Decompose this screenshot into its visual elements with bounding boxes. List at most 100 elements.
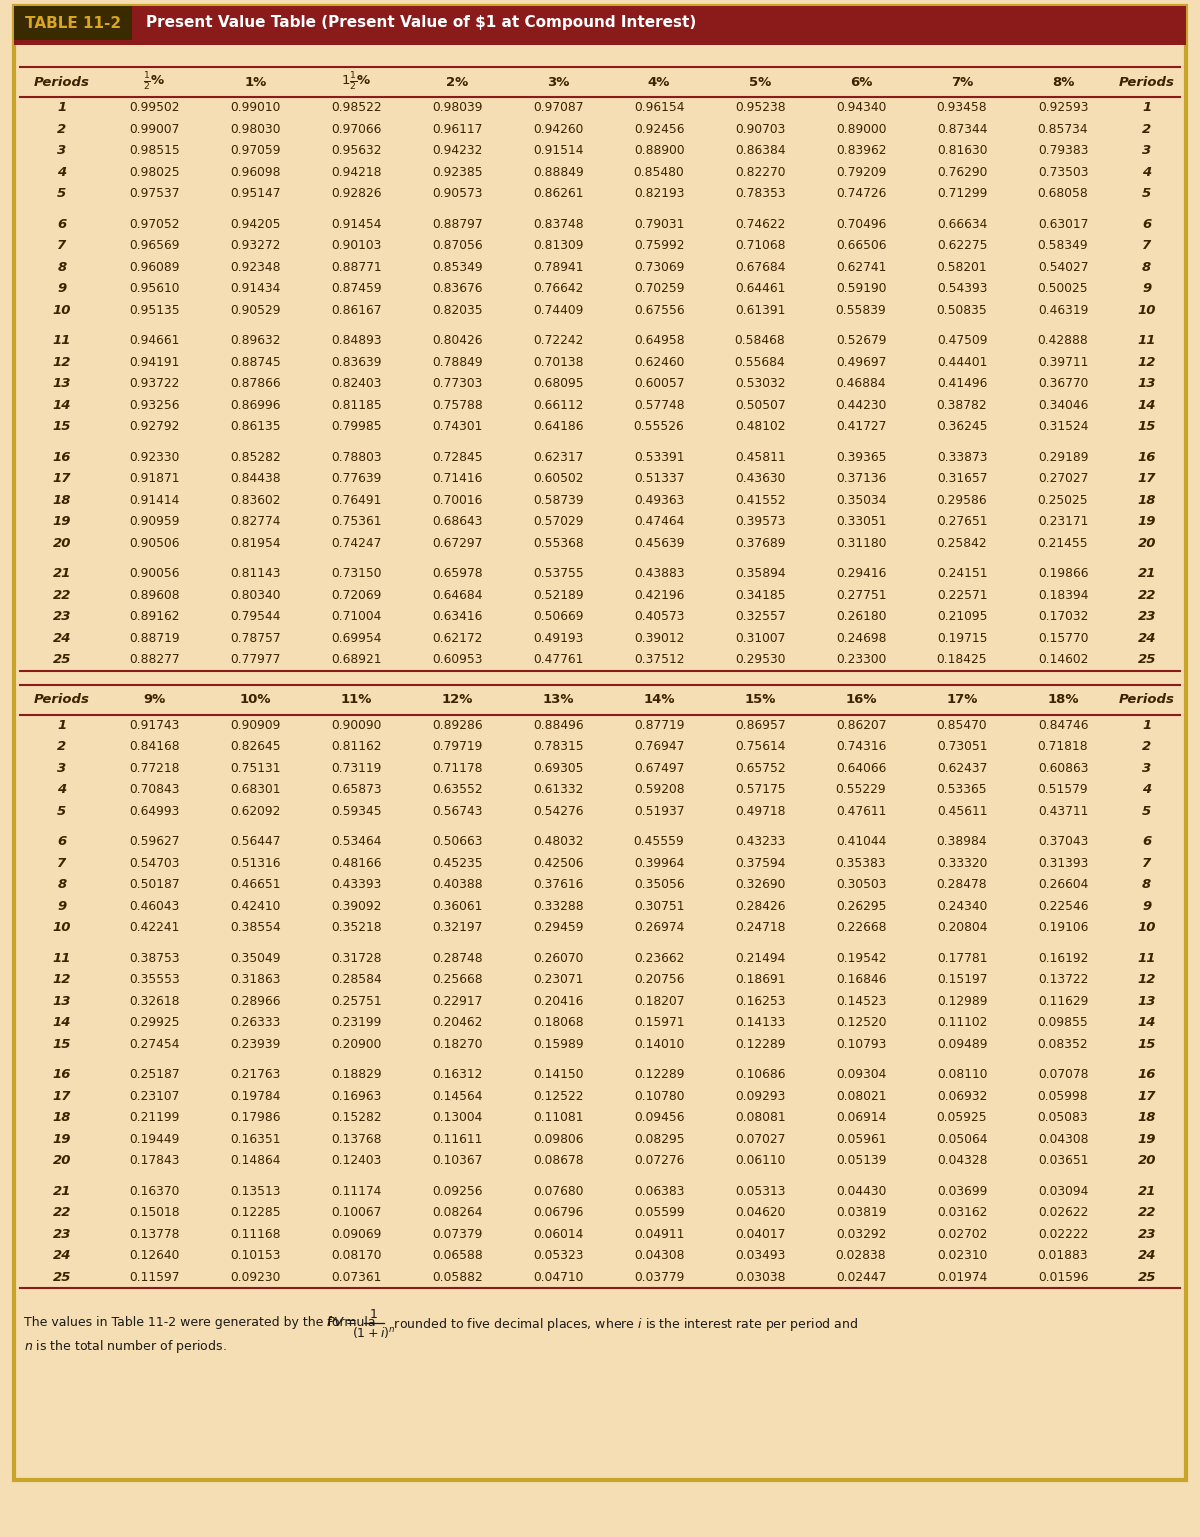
Text: 2: 2 [1142, 741, 1151, 753]
Text: 0.88496: 0.88496 [533, 719, 583, 732]
Text: 0.90056: 0.90056 [128, 567, 180, 581]
Text: $1\frac{1}{2}$%: $1\frac{1}{2}$% [341, 71, 372, 94]
Text: 13: 13 [1138, 377, 1156, 390]
Text: 0.97087: 0.97087 [533, 101, 583, 114]
Text: 0.65978: 0.65978 [432, 567, 482, 581]
Text: 0.20462: 0.20462 [432, 1016, 482, 1030]
Text: 0.05083: 0.05083 [1038, 1111, 1088, 1124]
Text: 4: 4 [1142, 784, 1151, 796]
Text: 0.43233: 0.43233 [734, 835, 785, 848]
Text: 0.90506: 0.90506 [128, 536, 180, 550]
Text: 0.22668: 0.22668 [836, 921, 887, 934]
Text: 0.85349: 0.85349 [432, 261, 482, 274]
Text: 17: 17 [53, 472, 71, 486]
Text: 13%: 13% [542, 693, 574, 705]
Text: 0.18207: 0.18207 [634, 994, 684, 1008]
Text: 24: 24 [53, 1250, 71, 1262]
Text: 0.54703: 0.54703 [128, 856, 180, 870]
Text: 0.29189: 0.29189 [1038, 450, 1088, 464]
Text: 0.28748: 0.28748 [432, 951, 482, 965]
Text: 0.83676: 0.83676 [432, 283, 482, 295]
Text: 0.47611: 0.47611 [836, 805, 887, 818]
Text: 0.75992: 0.75992 [634, 240, 684, 252]
Text: 0.45811: 0.45811 [734, 450, 785, 464]
Text: 0.18829: 0.18829 [331, 1068, 382, 1081]
Text: $(1+i)^n$: $(1+i)^n$ [353, 1325, 396, 1340]
Text: 0.11168: 0.11168 [230, 1228, 281, 1240]
Text: 0.78941: 0.78941 [533, 261, 583, 274]
Text: 0.21494: 0.21494 [734, 951, 785, 965]
Text: 17%: 17% [947, 693, 978, 705]
Text: 0.97059: 0.97059 [230, 144, 281, 157]
Text: 0.92330: 0.92330 [130, 450, 180, 464]
Text: 0.39711: 0.39711 [1038, 355, 1088, 369]
Text: 0.13768: 0.13768 [331, 1133, 382, 1145]
Text: 0.62741: 0.62741 [836, 261, 887, 274]
Text: 0.36245: 0.36245 [937, 420, 988, 433]
Text: 0.77977: 0.77977 [230, 653, 281, 666]
Text: 0.06796: 0.06796 [533, 1207, 583, 1219]
Text: 11%: 11% [341, 693, 372, 705]
Text: 22: 22 [1138, 589, 1156, 603]
Text: 0.98522: 0.98522 [331, 101, 382, 114]
Text: 0.11611: 0.11611 [432, 1133, 482, 1145]
Text: 0.22917: 0.22917 [432, 994, 482, 1008]
Text: 0.12989: 0.12989 [937, 994, 988, 1008]
Text: 8: 8 [58, 878, 66, 891]
Text: 0.78315: 0.78315 [533, 741, 583, 753]
Text: 0.15282: 0.15282 [331, 1111, 382, 1124]
Text: 0.28478: 0.28478 [937, 878, 988, 891]
Text: 0.11174: 0.11174 [331, 1185, 382, 1197]
Text: 9: 9 [1142, 283, 1151, 295]
Text: 0.31657: 0.31657 [937, 472, 988, 486]
Text: 0.81954: 0.81954 [230, 536, 281, 550]
Text: 7: 7 [58, 240, 66, 252]
Text: 0.89162: 0.89162 [128, 610, 180, 622]
Text: 0.07027: 0.07027 [734, 1133, 785, 1145]
Text: 0.75614: 0.75614 [734, 741, 785, 753]
Text: 21: 21 [53, 567, 71, 581]
Text: 0.42196: 0.42196 [634, 589, 684, 603]
Text: 0.52679: 0.52679 [836, 334, 887, 347]
Text: $PV=$: $PV=$ [326, 1316, 358, 1330]
Text: 0.03038: 0.03038 [734, 1271, 785, 1283]
Text: 0.19715: 0.19715 [937, 632, 988, 644]
Text: 11: 11 [1138, 334, 1156, 347]
Text: 0.08110: 0.08110 [937, 1068, 988, 1081]
Text: 21: 21 [1138, 1185, 1156, 1197]
Text: 0.91514: 0.91514 [533, 144, 583, 157]
Bar [14, 6, 1186, 40]
Text: 0.52189: 0.52189 [533, 589, 583, 603]
Text: 23: 23 [1138, 1228, 1156, 1240]
Text: 22: 22 [53, 1207, 71, 1219]
Text: 0.85470: 0.85470 [937, 719, 988, 732]
Text: 0.15989: 0.15989 [533, 1037, 583, 1051]
Text: 0.96569: 0.96569 [128, 240, 180, 252]
Text: 0.67556: 0.67556 [634, 304, 684, 317]
Text: 0.77303: 0.77303 [432, 377, 482, 390]
Text: 0.05961: 0.05961 [836, 1133, 887, 1145]
Text: 0.64684: 0.64684 [432, 589, 482, 603]
Text: 11: 11 [53, 951, 71, 965]
Text: 14: 14 [53, 398, 71, 412]
Text: 0.57029: 0.57029 [533, 515, 583, 529]
Text: 17: 17 [1138, 472, 1156, 486]
Text: 0.92792: 0.92792 [130, 420, 180, 433]
Text: 0.06932: 0.06932 [937, 1090, 988, 1102]
Text: 0.76947: 0.76947 [634, 741, 684, 753]
Bar [14, 40, 1186, 45]
Text: 0.37616: 0.37616 [533, 878, 583, 891]
Text: 1%: 1% [244, 75, 266, 89]
Text: 0.26974: 0.26974 [634, 921, 684, 934]
Text: 0.18691: 0.18691 [734, 973, 785, 987]
Text: 0.43883: 0.43883 [634, 567, 684, 581]
Text: 0.09806: 0.09806 [533, 1133, 583, 1145]
Text: 0.53032: 0.53032 [734, 377, 785, 390]
Text: 0.32690: 0.32690 [734, 878, 785, 891]
Text: 10: 10 [53, 304, 71, 317]
Text: 0.89000: 0.89000 [836, 123, 887, 135]
Text: 0.11597: 0.11597 [128, 1271, 180, 1283]
Text: 0.09855: 0.09855 [1038, 1016, 1088, 1030]
Text: 0.73051: 0.73051 [937, 741, 988, 753]
Text: 2: 2 [1142, 123, 1151, 135]
